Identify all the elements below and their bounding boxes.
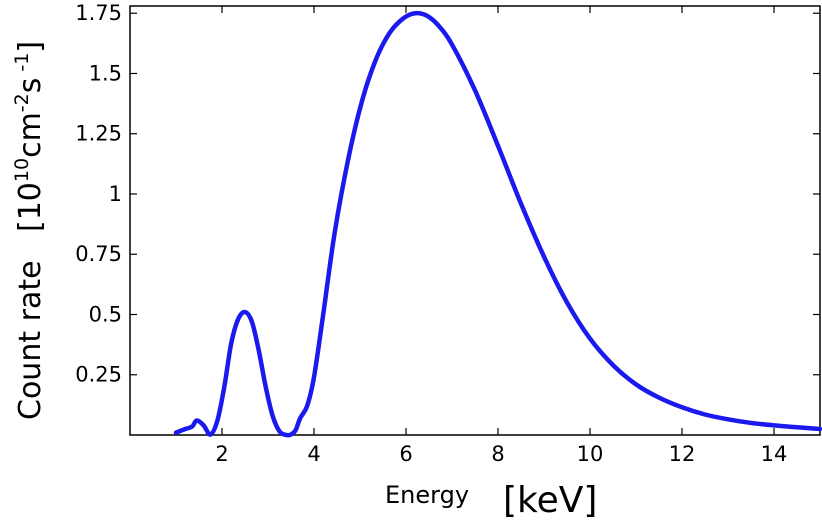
y-unit-exp3: -1 [11,53,33,78]
x-axis-label: Energy [385,481,469,509]
x-tick-label: 12 [669,442,696,466]
x-tick-label: 10 [577,442,604,466]
y-axis-unit: [1010cm-2s -1] [11,41,48,232]
y-unit-s: s [13,78,48,94]
y-tick-label: 1.5 [89,61,122,85]
ticks [130,6,820,435]
x-tick-label: 4 [307,442,320,466]
x-axis-title: Energy [keV] [385,480,597,521]
y-unit-cm: cm [13,112,48,158]
y-axis-title: Count rate [1010cm-2s -1] [11,41,48,420]
y-axis-label: Count rate [13,260,48,420]
x-axis-unit: [keV] [503,480,597,521]
y-unit-close: ] [13,41,48,53]
y-tick-label: 1 [109,182,122,206]
tick-labels: 2 4 6 8 10 12 14 0.25 0.5 0.75 1 1.25 1.5 1.75 [75,1,787,466]
series-line [173,10,822,438]
y-unit-exp1: 10 [11,158,33,182]
y-tick-label: 0.25 [75,363,122,387]
x-tick-label: 6 [399,442,412,466]
x-tick-label: 14 [761,442,788,466]
y-tick-label: 0.5 [89,302,122,326]
y-unit-open: [10 [13,182,48,232]
plot-frame [129,5,821,436]
x-tick-label: 8 [491,442,504,466]
y-unit-exp2: -2 [11,93,33,112]
y-tick-label: 0.75 [75,242,122,266]
y-tick-label: 1.25 [75,122,122,146]
y-tick-label: 1.75 [75,1,122,25]
x-tick-label: 2 [215,442,228,466]
